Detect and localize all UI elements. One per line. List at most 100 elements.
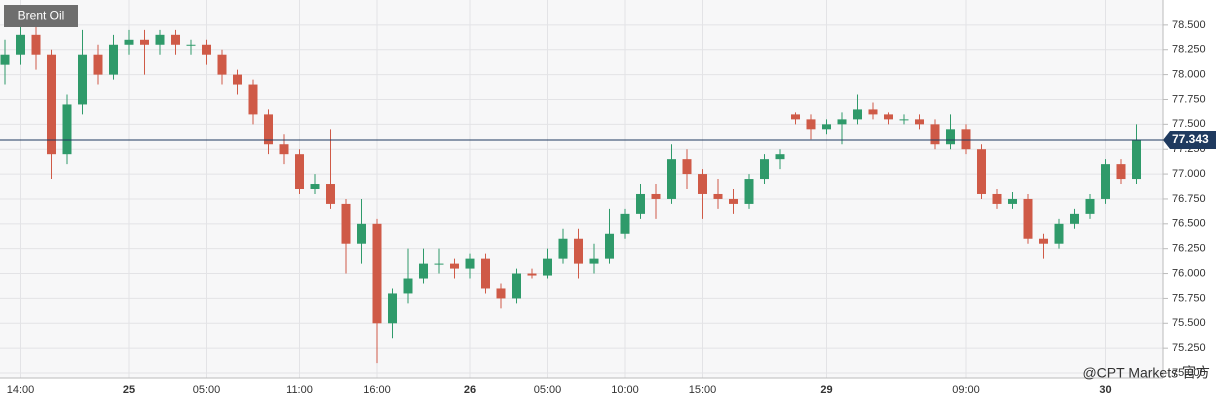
candle-body bbox=[899, 119, 909, 121]
candle-body bbox=[341, 203, 351, 244]
y-tick-label: 78.250 bbox=[1172, 44, 1206, 56]
candle-body bbox=[574, 238, 583, 264]
y-tick-label: 76.500 bbox=[1172, 218, 1206, 230]
x-tick-label: 09:00 bbox=[952, 384, 980, 396]
candle-body bbox=[961, 129, 971, 150]
candle-body bbox=[372, 223, 382, 324]
candle-body bbox=[744, 179, 754, 204]
candle-body bbox=[47, 54, 56, 155]
y-tick-label: 75.500 bbox=[1172, 317, 1206, 329]
candle-body bbox=[527, 273, 537, 276]
candle-body bbox=[0, 54, 10, 65]
candle-body bbox=[78, 54, 87, 105]
candle-body bbox=[558, 238, 568, 259]
candle-body bbox=[124, 39, 134, 45]
candle-body bbox=[868, 109, 878, 115]
x-tick-label: 26 bbox=[464, 384, 476, 396]
candle-body bbox=[806, 119, 816, 130]
candle-body bbox=[698, 174, 707, 194]
x-tick-label: 11:00 bbox=[286, 384, 313, 396]
x-tick-label: 29 bbox=[820, 384, 832, 396]
candle-body bbox=[1054, 223, 1064, 244]
x-tick-label: 16:00 bbox=[363, 384, 391, 396]
candle-body bbox=[62, 104, 72, 155]
y-tick-label: 78.000 bbox=[1172, 69, 1206, 81]
candle-body bbox=[636, 193, 645, 214]
candle-body bbox=[93, 54, 103, 75]
candle-body bbox=[109, 44, 118, 75]
candle-body bbox=[434, 263, 444, 265]
x-tick-label: 14:00 bbox=[7, 384, 35, 396]
candle-body bbox=[713, 193, 723, 199]
title-badge bbox=[4, 5, 78, 27]
y-tick-label: 75.000 bbox=[1172, 367, 1206, 379]
candle-body bbox=[1070, 213, 1079, 224]
candle-body bbox=[264, 114, 273, 145]
x-tick-label: 05:00 bbox=[193, 384, 221, 396]
candle-body bbox=[543, 258, 552, 276]
candle-body bbox=[310, 184, 320, 189]
candle-body bbox=[450, 263, 459, 269]
x-tick-label: 15:00 bbox=[689, 384, 717, 396]
candle-body bbox=[605, 233, 614, 259]
last-price-badge bbox=[1163, 130, 1216, 149]
last-price-label: 77.343 bbox=[1172, 132, 1209, 146]
y-tick-label: 78.500 bbox=[1172, 19, 1206, 31]
candle-body bbox=[1023, 198, 1033, 239]
candle-body bbox=[667, 159, 676, 199]
y-tick-label: 76.750 bbox=[1172, 193, 1206, 205]
candle-body bbox=[1085, 198, 1095, 214]
candle-body bbox=[775, 154, 785, 160]
candle-body bbox=[946, 129, 955, 145]
x-tick-label: 30 bbox=[1099, 384, 1111, 396]
y-tick-label: 75.250 bbox=[1172, 342, 1206, 354]
candle-body bbox=[31, 34, 41, 55]
x-tick-label: 25 bbox=[123, 384, 135, 396]
candle-body bbox=[326, 184, 335, 204]
candle-body bbox=[217, 54, 227, 75]
candle-body bbox=[186, 44, 196, 46]
candle-body bbox=[930, 124, 940, 145]
x-tick-label: 05:00 bbox=[534, 384, 562, 396]
candle-body bbox=[295, 154, 304, 189]
candle-body bbox=[140, 39, 149, 45]
candle-body bbox=[760, 159, 769, 180]
chart-title: Brent Oil bbox=[18, 9, 65, 23]
candle-body bbox=[248, 84, 258, 115]
candle-body bbox=[915, 119, 924, 125]
candle-body bbox=[1039, 238, 1048, 244]
candle-body bbox=[496, 288, 506, 299]
candle-body bbox=[1132, 139, 1141, 180]
candle-body bbox=[512, 273, 521, 299]
candle-body bbox=[853, 109, 862, 120]
candle-body bbox=[837, 119, 847, 125]
candle-body bbox=[202, 44, 211, 55]
candle-body bbox=[977, 149, 986, 194]
candle-body bbox=[16, 34, 25, 55]
candle-body bbox=[155, 34, 165, 45]
candle-body bbox=[171, 34, 180, 45]
candle-body bbox=[620, 213, 630, 234]
y-tick-label: 76.000 bbox=[1172, 267, 1206, 279]
candle-body bbox=[279, 144, 289, 155]
candle-body bbox=[822, 124, 831, 130]
y-tick-label: 77.500 bbox=[1172, 118, 1206, 130]
candle-body bbox=[1008, 198, 1017, 204]
candle-body bbox=[388, 293, 397, 324]
watermark: @CPT Markets 官方 bbox=[1082, 365, 1210, 381]
candle-body bbox=[465, 258, 475, 269]
candle-body bbox=[884, 114, 893, 120]
candle-body bbox=[1116, 164, 1126, 180]
candle-body bbox=[992, 193, 1002, 204]
candle-body bbox=[791, 114, 800, 120]
candle-body bbox=[357, 223, 366, 244]
x-tick-label: 10:00 bbox=[611, 384, 639, 396]
y-tick-label: 77.000 bbox=[1172, 168, 1206, 180]
candle-body bbox=[589, 258, 599, 264]
y-tick-label: 77.750 bbox=[1172, 93, 1206, 105]
candle-body bbox=[729, 198, 738, 204]
plot-area bbox=[0, 0, 1163, 378]
candle-body bbox=[419, 263, 428, 279]
candle-body bbox=[651, 193, 661, 199]
